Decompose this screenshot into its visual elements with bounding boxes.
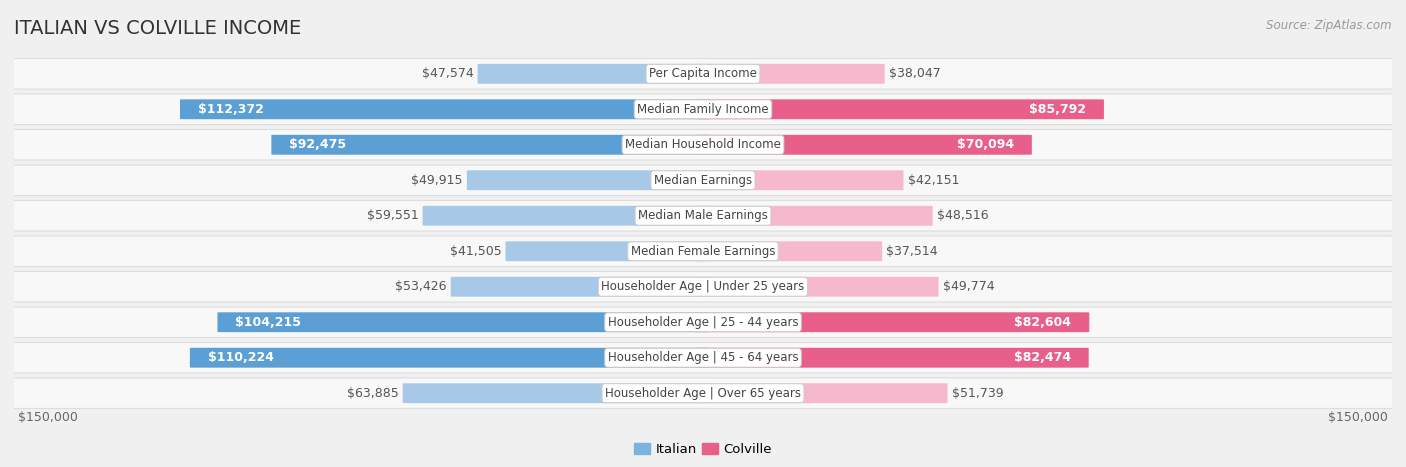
- Text: $41,505: $41,505: [450, 245, 502, 258]
- FancyBboxPatch shape: [190, 348, 710, 368]
- FancyBboxPatch shape: [218, 312, 710, 332]
- FancyBboxPatch shape: [696, 64, 884, 84]
- Text: Median Earnings: Median Earnings: [654, 174, 752, 187]
- Legend: Italian, Colville: Italian, Colville: [628, 438, 778, 461]
- FancyBboxPatch shape: [7, 200, 1399, 231]
- Text: Median Family Income: Median Family Income: [637, 103, 769, 116]
- FancyBboxPatch shape: [7, 58, 1399, 89]
- Text: $85,792: $85,792: [1029, 103, 1085, 116]
- FancyBboxPatch shape: [7, 342, 1399, 373]
- Text: Source: ZipAtlas.com: Source: ZipAtlas.com: [1267, 19, 1392, 32]
- Text: $104,215: $104,215: [235, 316, 301, 329]
- Text: $49,915: $49,915: [411, 174, 463, 187]
- Text: Householder Age | Under 25 years: Householder Age | Under 25 years: [602, 280, 804, 293]
- Text: $59,551: $59,551: [367, 209, 419, 222]
- FancyBboxPatch shape: [402, 383, 710, 403]
- FancyBboxPatch shape: [696, 99, 1104, 119]
- FancyBboxPatch shape: [423, 206, 710, 226]
- FancyBboxPatch shape: [7, 94, 1399, 125]
- FancyBboxPatch shape: [271, 135, 710, 155]
- Text: $51,739: $51,739: [952, 387, 1004, 400]
- Text: $48,516: $48,516: [936, 209, 988, 222]
- FancyBboxPatch shape: [478, 64, 710, 84]
- Text: $42,151: $42,151: [908, 174, 959, 187]
- FancyBboxPatch shape: [506, 241, 710, 261]
- Text: $53,426: $53,426: [395, 280, 447, 293]
- Text: $49,774: $49,774: [942, 280, 994, 293]
- Text: Householder Age | 25 - 44 years: Householder Age | 25 - 44 years: [607, 316, 799, 329]
- FancyBboxPatch shape: [696, 135, 1032, 155]
- Text: Median Household Income: Median Household Income: [626, 138, 780, 151]
- FancyBboxPatch shape: [696, 241, 882, 261]
- Text: $112,372: $112,372: [198, 103, 264, 116]
- Text: Per Capita Income: Per Capita Income: [650, 67, 756, 80]
- Text: $82,604: $82,604: [1014, 316, 1071, 329]
- Text: $47,574: $47,574: [422, 67, 474, 80]
- FancyBboxPatch shape: [7, 165, 1399, 196]
- FancyBboxPatch shape: [696, 348, 1088, 368]
- FancyBboxPatch shape: [451, 277, 710, 297]
- Text: $92,475: $92,475: [290, 138, 346, 151]
- Text: $82,474: $82,474: [1014, 351, 1071, 364]
- FancyBboxPatch shape: [7, 271, 1399, 302]
- Text: Householder Age | 45 - 64 years: Householder Age | 45 - 64 years: [607, 351, 799, 364]
- Text: $110,224: $110,224: [208, 351, 274, 364]
- FancyBboxPatch shape: [696, 383, 948, 403]
- FancyBboxPatch shape: [696, 170, 904, 190]
- FancyBboxPatch shape: [696, 206, 932, 226]
- Text: $150,000: $150,000: [18, 411, 79, 424]
- Text: Median Female Earnings: Median Female Earnings: [631, 245, 775, 258]
- FancyBboxPatch shape: [7, 129, 1399, 160]
- FancyBboxPatch shape: [7, 378, 1399, 409]
- FancyBboxPatch shape: [7, 307, 1399, 338]
- FancyBboxPatch shape: [696, 312, 1090, 332]
- FancyBboxPatch shape: [180, 99, 710, 119]
- Text: $150,000: $150,000: [1327, 411, 1388, 424]
- Text: ITALIAN VS COLVILLE INCOME: ITALIAN VS COLVILLE INCOME: [14, 19, 301, 38]
- FancyBboxPatch shape: [7, 236, 1399, 267]
- Text: $38,047: $38,047: [889, 67, 941, 80]
- FancyBboxPatch shape: [696, 277, 938, 297]
- FancyBboxPatch shape: [467, 170, 710, 190]
- Text: Median Male Earnings: Median Male Earnings: [638, 209, 768, 222]
- Text: $63,885: $63,885: [347, 387, 398, 400]
- Text: $37,514: $37,514: [886, 245, 938, 258]
- Text: $70,094: $70,094: [957, 138, 1014, 151]
- Text: Householder Age | Over 65 years: Householder Age | Over 65 years: [605, 387, 801, 400]
